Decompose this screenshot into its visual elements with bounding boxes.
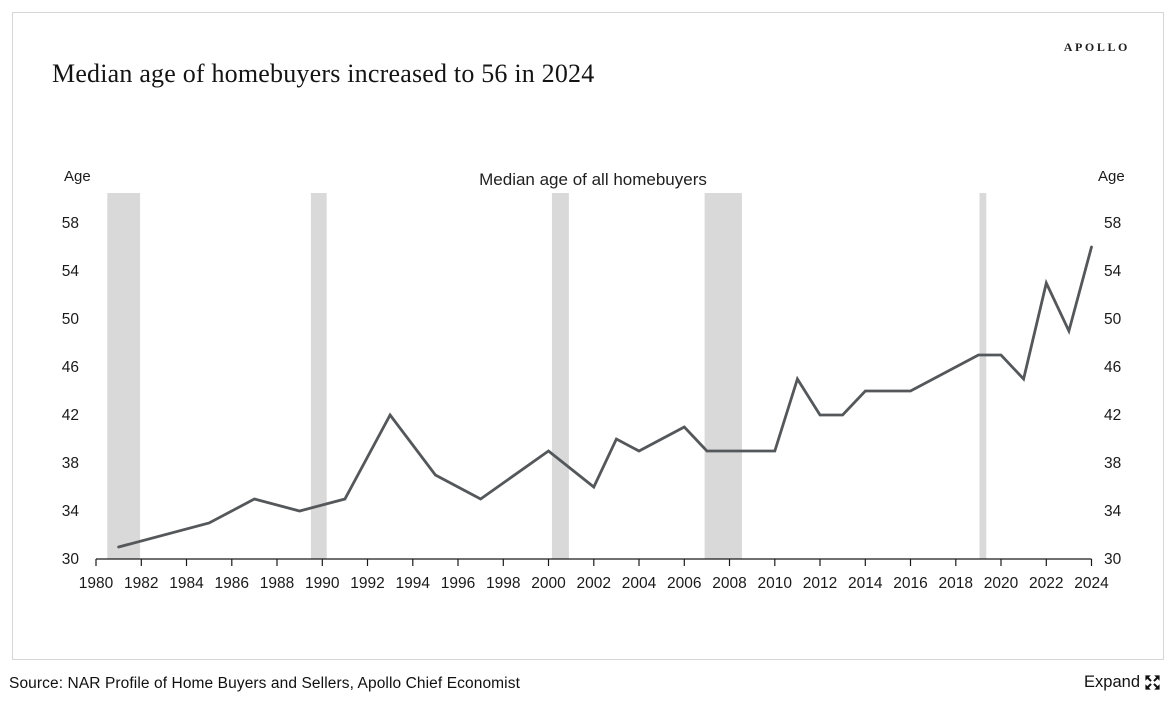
source-text: Source: NAR Profile of Home Buyers and S… <box>9 675 520 692</box>
x-tick-label: 2022 <box>1029 575 1063 592</box>
x-tick-label: 2004 <box>622 575 657 592</box>
x-tick-label: 1994 <box>396 575 431 592</box>
recession-band <box>979 193 987 559</box>
x-tick-label: 1998 <box>486 575 520 592</box>
x-tick-label: 2000 <box>531 575 566 592</box>
recession-band <box>107 193 141 559</box>
y-axis-title-right: Age <box>1098 168 1125 185</box>
median-age-line <box>117 245 1093 549</box>
x-tick-label: 1986 <box>215 575 249 592</box>
y-tick-label-left: 46 <box>62 359 79 376</box>
y-tick-label-right: 42 <box>1104 407 1121 424</box>
y-tick-label-left: 50 <box>62 311 80 328</box>
x-tick-label: 1988 <box>260 575 294 592</box>
x-tick-label: 1982 <box>124 575 158 592</box>
x-tick-label: 2014 <box>848 575 883 592</box>
x-tick-label: 2018 <box>939 575 973 592</box>
y-tick-label-right: 46 <box>1104 359 1121 376</box>
expand-button[interactable]: Expand <box>1084 673 1161 692</box>
x-tick-label: 1992 <box>350 575 384 592</box>
median-age-line-chart: Median age of all homebuyers Age Age 1980 19… <box>62 168 1125 592</box>
expand-arrows-icon <box>1145 675 1160 690</box>
y-tick-label-left: 42 <box>62 407 79 424</box>
y-axis-title-left: Age <box>64 168 91 185</box>
chart-card: APOLLO Median age of homebuyers increase… <box>12 12 1164 660</box>
y-tick-label-right: 38 <box>1104 455 1121 472</box>
y-tick-label-right: 54 <box>1104 263 1122 280</box>
x-tick-label: 2016 <box>893 575 927 592</box>
x-tick-label: 1984 <box>169 575 204 592</box>
x-tick-label: 1990 <box>305 575 340 592</box>
x-tick-label: 2006 <box>667 575 701 592</box>
recession-band <box>310 193 327 559</box>
y-tick-label-left: 30 <box>62 551 80 568</box>
page-title: Median age of homebuyers increased to 56… <box>52 59 595 88</box>
x-tick-label: 2002 <box>577 575 611 592</box>
apollo-logo: APOLLO <box>1063 40 1130 54</box>
x-tick-label: 1996 <box>441 575 475 592</box>
y-tick-label-left: 38 <box>62 455 79 472</box>
y-tick-label-left: 54 <box>62 263 80 280</box>
y-tick-label-left: 34 <box>62 503 80 520</box>
recession-band <box>551 193 569 559</box>
x-tick-label: 2010 <box>758 575 793 592</box>
y-tick-label-right: 58 <box>1104 215 1121 232</box>
x-tick-label: 2008 <box>712 575 746 592</box>
x-tick-label: 2012 <box>803 575 837 592</box>
x-tick-label: 1980 <box>79 575 114 592</box>
y-tick-label-right: 34 <box>1104 503 1122 520</box>
chart-title: Median age of all homebuyers <box>479 170 707 189</box>
y-tick-label-left: 58 <box>62 215 79 232</box>
x-tick-label: 2020 <box>984 575 1019 592</box>
x-tick-label: 2024 <box>1074 575 1109 592</box>
y-tick-label-right: 50 <box>1104 311 1122 328</box>
expand-label: Expand <box>1084 673 1140 691</box>
y-tick-label-right: 30 <box>1104 551 1122 568</box>
recession-band <box>704 193 742 559</box>
